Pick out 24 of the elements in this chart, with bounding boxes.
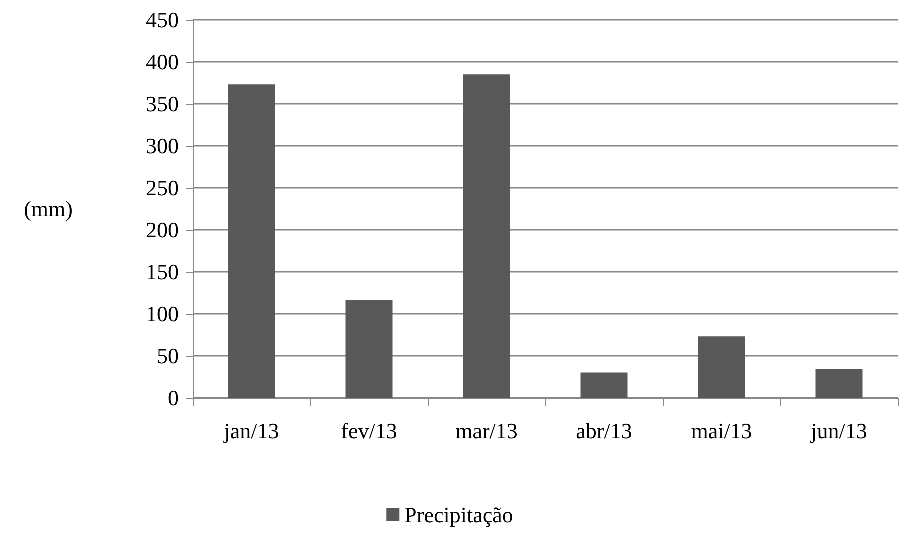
x-tick-label: fev/13 [341,418,398,444]
x-tick-label: mar/13 [456,418,518,444]
y-tick-label: 50 [157,344,179,368]
y-tick-label: 300 [146,134,179,158]
bar [346,300,393,398]
y-tick-label: 250 [146,176,179,200]
x-tick-label: abr/13 [576,418,632,444]
y-tick-label: 200 [146,218,179,242]
bar [463,74,510,398]
y-tick-label: 450 [146,8,179,32]
y-tick-label: 400 [146,50,179,74]
y-axis-title: (mm) [24,196,73,222]
bar [816,369,863,398]
x-tick-label: jun/13 [810,418,868,444]
bar [580,372,628,398]
x-tick-label: jan/13 [223,418,280,444]
y-tick-label: 150 [146,260,179,284]
y-tick-label: 0 [168,386,179,410]
legend-label: Precipitação [404,502,514,528]
y-tick-label: 100 [146,302,179,326]
x-tick-label: mai/13 [691,418,752,444]
bar [698,336,746,398]
y-tick-label: 350 [146,92,179,116]
bar [228,84,276,398]
